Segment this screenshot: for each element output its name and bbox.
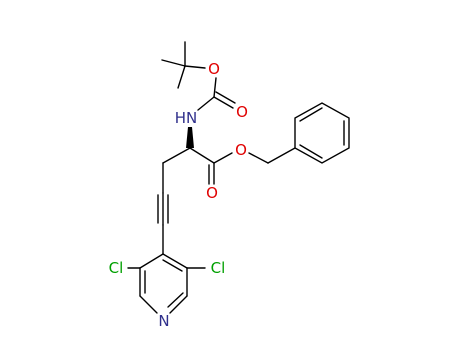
atom-label: Cl	[109, 259, 124, 277]
atom-label: O	[235, 141, 247, 159]
atom-label: Cl	[211, 259, 226, 277]
bonds	[127, 41, 350, 314]
atom-label: O	[206, 184, 218, 202]
atom-label: HN	[175, 109, 198, 127]
atom-label: O	[236, 103, 248, 121]
atom-label: N	[158, 312, 169, 330]
wedge-bond	[186, 127, 194, 148]
atom-label: O	[208, 60, 220, 78]
